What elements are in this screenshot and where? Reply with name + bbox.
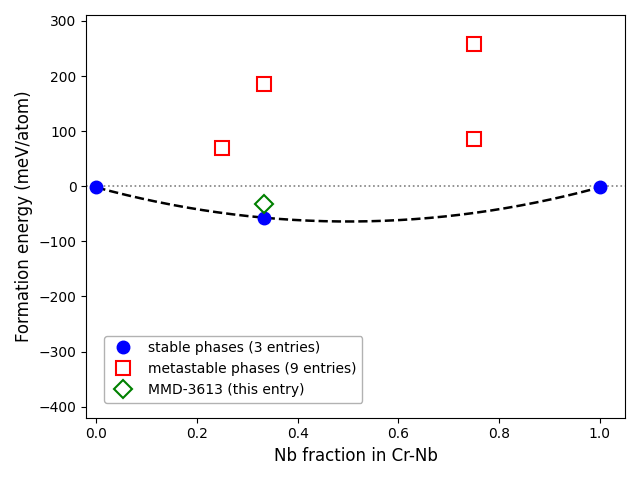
metastable phases (9 entries) <box>218 145 226 151</box>
Y-axis label: Formation energy (meV/atom): Formation energy (meV/atom) <box>15 91 33 342</box>
stable phases (3 entries) <box>260 215 268 221</box>
stable phases (3 entries) <box>596 184 604 190</box>
X-axis label: Nb fraction in Cr-Nb: Nb fraction in Cr-Nb <box>274 447 438 465</box>
metastable phases (9 entries) <box>470 41 478 47</box>
Line: metastable phases (9 entries): metastable phases (9 entries) <box>215 37 481 155</box>
Line: stable phases (3 entries): stable phases (3 entries) <box>90 181 606 224</box>
metastable phases (9 entries) <box>260 82 268 87</box>
metastable phases (9 entries) <box>470 136 478 142</box>
stable phases (3 entries) <box>93 184 100 190</box>
Legend: stable phases (3 entries), metastable phases (9 entries), MMD-3613 (this entry): stable phases (3 entries), metastable ph… <box>104 336 362 403</box>
